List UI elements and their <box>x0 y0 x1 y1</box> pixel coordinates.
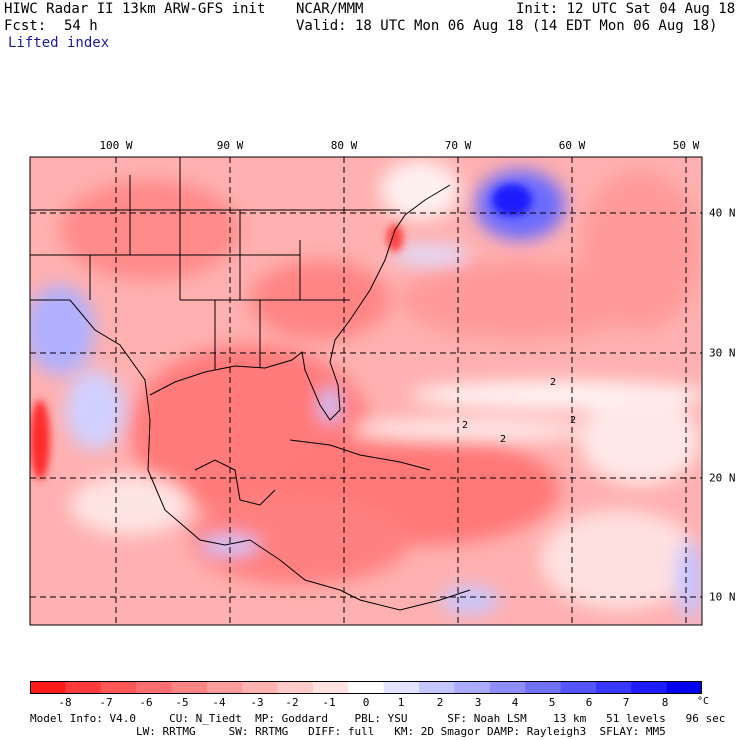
contour-label: 2 <box>462 420 468 431</box>
colorbar-swatch <box>525 681 562 694</box>
model-info-line1: Model Info: V4.0 CU: N_Tiedt MP: Goddard… <box>30 712 726 725</box>
cb-label: 5 <box>548 696 556 709</box>
contour-label: 2 <box>500 434 506 445</box>
cb-label: -2 <box>285 696 299 709</box>
forecast-hour: 54 h <box>64 18 98 34</box>
colorbar-swatch <box>489 681 526 694</box>
lat-label-20n: 20 N <box>709 471 736 485</box>
cb-label: 1 <box>397 696 405 709</box>
colorbar-swatch <box>666 681 702 694</box>
colorbar-swatch <box>560 681 597 694</box>
colorbar-swatch <box>595 681 632 694</box>
colorbar-swatch <box>454 681 491 694</box>
lat-label-30n: 30 N <box>709 346 736 360</box>
colorbar-swatch <box>65 681 102 694</box>
cb-label: 6 <box>585 696 593 709</box>
colorbar-swatch <box>419 681 455 694</box>
lon-label-50w: 50 W <box>672 139 700 152</box>
cb-label: -4 <box>212 696 226 709</box>
lon-label-80w: 80 W <box>330 139 358 152</box>
field-name: Lifted index <box>8 35 110 51</box>
colorbar-swatch <box>171 681 208 694</box>
cb-label: -1 <box>322 696 336 709</box>
contour-label: 2 <box>570 415 576 426</box>
colorbar-swatch <box>242 681 279 694</box>
colorbar-swatch <box>206 681 243 694</box>
colorbar-swatch <box>136 681 172 694</box>
source-label: NCAR/MMM <box>296 1 364 17</box>
forecast-label: Fcst: <box>4 18 47 34</box>
cb-label: 0 <box>362 696 370 709</box>
colorbar-swatch <box>348 681 385 694</box>
lon-label-100w: 100 W <box>99 139 133 152</box>
lon-label-70w: 70 W <box>444 139 472 152</box>
lat-label-10n: 10 N <box>709 590 736 604</box>
colorbar-swatch <box>30 681 66 694</box>
cb-label: -3 <box>250 696 264 709</box>
colorbar-swatch <box>631 681 668 694</box>
cb-label: -7 <box>99 696 113 709</box>
lat-label-40n: 40 N <box>709 206 736 220</box>
cb-label: -6 <box>139 696 153 709</box>
cb-label: 2 <box>436 696 444 709</box>
cb-label: 7 <box>622 696 630 709</box>
colorbar-unit: °C <box>696 696 710 707</box>
valid-time: Valid: 18 UTC Mon 06 Aug 18 (14 EDT Mon … <box>296 18 718 34</box>
cb-label: -8 <box>58 696 72 709</box>
colorbar <box>30 681 702 694</box>
lon-label-90w: 90 W <box>216 139 244 152</box>
cb-label: 8 <box>661 696 669 709</box>
contour-label: 2 <box>550 377 556 388</box>
init-time: Init: 12 UTC Sat 04 Aug 18 <box>516 1 736 17</box>
cb-label: 3 <box>474 696 482 709</box>
cb-label: -5 <box>175 696 189 709</box>
colorbar-border <box>30 681 702 694</box>
model-title: HIWC Radar II 13km ARW-GFS init <box>4 1 266 17</box>
colorbar-swatch <box>277 681 314 694</box>
model-info-line2: LW: RRTMG SW: RRTMG DIFF: full KM: 2D Sm… <box>30 725 666 738</box>
colorbar-swatch <box>383 681 420 694</box>
cb-label: 4 <box>511 696 519 709</box>
lon-label-60w: 60 W <box>558 139 586 152</box>
colorbar-swatch <box>312 681 349 694</box>
colorbar-swatch <box>100 681 137 694</box>
